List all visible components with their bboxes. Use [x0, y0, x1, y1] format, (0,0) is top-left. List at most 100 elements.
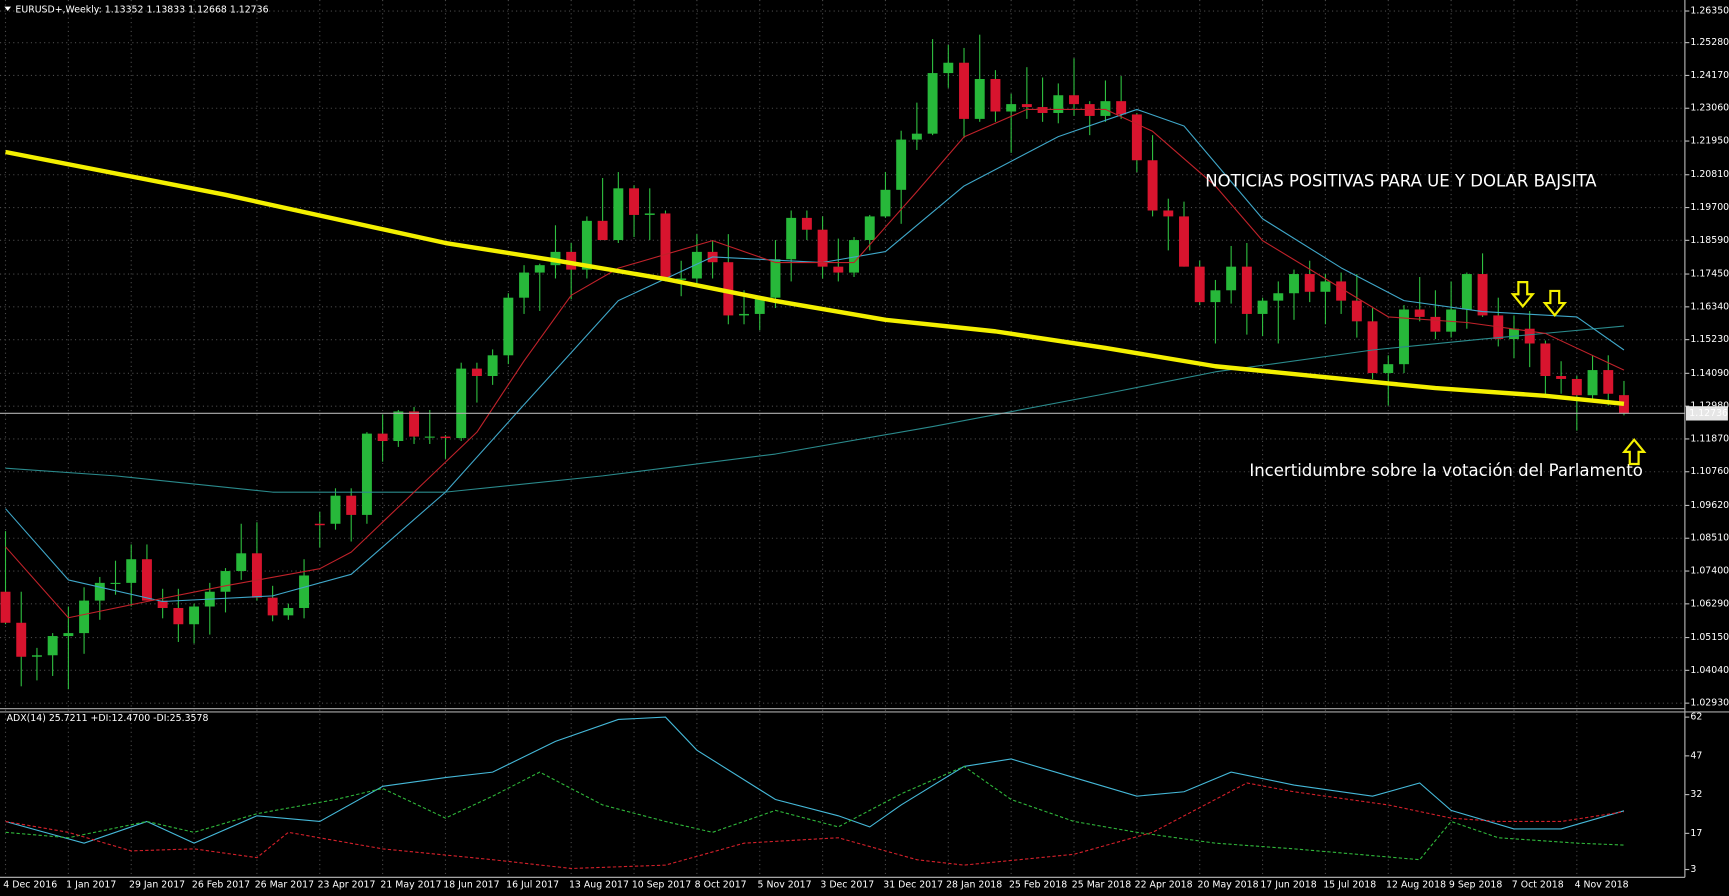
candle-body	[1273, 293, 1284, 301]
y-tick-label: 1.21950	[1690, 136, 1729, 147]
price-label-box	[1685, 406, 1728, 421]
candle-body	[409, 411, 420, 437]
x-tick-label: 21 May 2017	[380, 879, 441, 890]
candle-body	[1100, 101, 1111, 116]
candle-body	[1069, 95, 1079, 105]
y-tick-label: 62	[1690, 712, 1702, 723]
candle-body	[691, 251, 702, 279]
candle-body	[1619, 395, 1629, 414]
candle-body	[1210, 290, 1221, 303]
candle-body	[79, 600, 90, 634]
candle-body	[1163, 210, 1174, 217]
annotation: Incertidumbre sobre la votación del Parl…	[1249, 461, 1642, 480]
candle-body	[1430, 316, 1441, 332]
candle-body	[1241, 266, 1252, 314]
y-tick-label: 1.24170	[1690, 70, 1729, 81]
x-tick-label: 5 Nov 2017	[758, 879, 812, 890]
candle-body	[833, 266, 844, 273]
y-tick-label: 47	[1690, 750, 1702, 761]
arrow-down	[1510, 281, 1536, 309]
x-tick-label: 7 Oct 2018	[1512, 879, 1564, 890]
candle-body	[1383, 364, 1394, 374]
candle-body	[1399, 309, 1409, 365]
candle-body	[801, 217, 812, 230]
candle-body	[173, 607, 184, 625]
y-tick-label: 17	[1690, 828, 1702, 839]
candle-body	[1320, 281, 1331, 292]
y-tick-label: 1.17450	[1690, 269, 1729, 280]
x-tick-label: 25 Feb 2018	[1009, 879, 1067, 890]
x-tick-label: 12 Aug 2018	[1386, 879, 1446, 890]
candle-body	[739, 313, 749, 316]
x-tick-label: 29 Jan 2017	[129, 879, 185, 890]
y-tick-label: 1.08510	[1690, 533, 1729, 544]
candle-body	[896, 139, 907, 190]
y-tick-label: 3	[1690, 864, 1696, 875]
candle-body	[503, 297, 514, 356]
x-tick-label: 1 Jan 2017	[66, 879, 116, 890]
candle-body	[880, 189, 891, 217]
candle-body	[943, 62, 954, 74]
candle-body	[1084, 104, 1095, 116]
annotation: NOTICIAS POSITIVAS PARA UE Y DOLAR BAJSI…	[1205, 171, 1597, 190]
candle-body	[1194, 266, 1205, 303]
candle-body	[63, 633, 74, 637]
candle-body	[189, 606, 200, 625]
candle-body	[361, 433, 372, 515]
candle-body	[1289, 274, 1299, 294]
candle-body	[581, 220, 592, 270]
candle-body	[1571, 378, 1582, 396]
indicator-line	[5, 716, 1625, 844]
candle-body	[1179, 216, 1189, 267]
y-tick-label: 1.09620	[1690, 500, 1729, 511]
x-tick-label: 22 Apr 2018	[1135, 879, 1193, 890]
candle-body	[519, 272, 530, 298]
y-tick-label: 1.26350	[1690, 6, 1729, 17]
candle-body	[723, 262, 734, 316]
x-tick-label: 31 Dec 2017	[883, 879, 943, 890]
candle-body	[770, 259, 781, 298]
y-tick-label: 1.19700	[1690, 202, 1729, 213]
candle-body	[440, 436, 451, 439]
candle-body	[236, 553, 247, 572]
x-tick-label: 3 Dec 2017	[820, 879, 874, 890]
moving-average	[5, 325, 1625, 493]
moving-average	[5, 108, 1625, 619]
y-tick-label: 1.23060	[1690, 103, 1729, 114]
arrow-down	[1542, 289, 1568, 317]
y-tick-label: 1.15230	[1690, 334, 1729, 345]
x-tick-label: 20 May 2018	[1198, 879, 1259, 890]
price-label: 1.12736	[1689, 408, 1728, 419]
candle-body	[676, 278, 687, 280]
candle-body	[267, 597, 278, 616]
candle-body	[786, 217, 797, 260]
x-tick-label: 26 Feb 2017	[192, 879, 250, 890]
candle-body	[1509, 328, 1519, 340]
candle-body	[346, 495, 357, 515]
candle-body	[251, 553, 262, 598]
y-tick-label: 1.18590	[1690, 235, 1729, 246]
y-tick-label: 1.11870	[1690, 433, 1729, 444]
candle-body	[644, 213, 655, 215]
candle-body	[959, 62, 969, 119]
x-tick-label: 10 Sep 2017	[632, 879, 691, 890]
candle-body	[31, 655, 42, 657]
candle-body	[220, 571, 231, 592]
candle-body	[1367, 321, 1378, 374]
x-tick-label: 18 Jun 2017	[443, 879, 499, 890]
candle-body	[1116, 101, 1127, 115]
x-tick-label: 8 Oct 2017	[695, 879, 747, 890]
candle-body	[660, 213, 671, 280]
candle-body	[1053, 95, 1064, 113]
candle-body	[1021, 104, 1032, 108]
candle-body	[314, 523, 325, 526]
y-tick-label: 1.20810	[1690, 169, 1729, 180]
y-tick-label: 1.07400	[1690, 566, 1729, 577]
moving-average	[5, 149, 1625, 406]
x-tick-label: 15 Jul 2018	[1323, 879, 1376, 890]
candle-body	[911, 133, 922, 140]
candle-body	[864, 216, 875, 241]
candle-body	[1006, 104, 1017, 112]
candle-body	[1131, 114, 1142, 161]
x-tick-label: 16 Jul 2017	[506, 879, 559, 890]
